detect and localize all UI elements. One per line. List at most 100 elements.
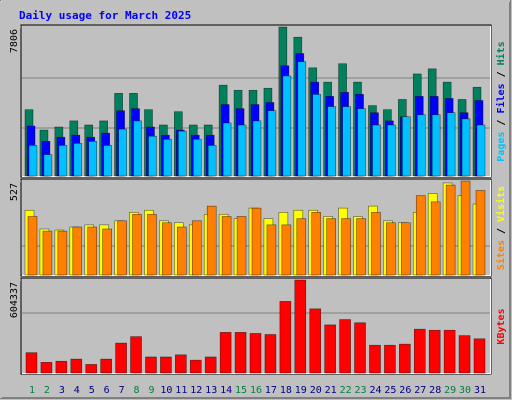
bar: [399, 343, 411, 374]
bar: [236, 216, 247, 276]
x-tick-label: 10: [160, 385, 172, 396]
x-tick-label: 15: [235, 385, 247, 396]
x-tick-label: 3: [59, 385, 65, 396]
bar: [402, 116, 411, 177]
bar: [148, 135, 157, 177]
legend: Sites / Visits: [495, 186, 507, 270]
chart-title: Daily usage for March 2025: [19, 9, 191, 22]
y-tick-label: 604337: [9, 282, 20, 318]
bar: [445, 184, 456, 276]
bar: [221, 216, 232, 276]
bar: [431, 114, 441, 177]
bar: [40, 362, 53, 374]
x-tick-label: 17: [265, 385, 277, 396]
bar: [178, 130, 187, 177]
bar: [297, 61, 307, 177]
bar: [461, 118, 471, 177]
legend-separator: /: [496, 114, 507, 132]
bar: [192, 138, 202, 177]
x-tick-label: 30: [459, 385, 471, 396]
bar: [72, 226, 83, 276]
bar: [204, 356, 217, 374]
x-tick-label: 5: [89, 385, 95, 396]
bar: [371, 212, 381, 276]
bar: [115, 342, 127, 374]
x-tick-label: 21: [325, 385, 337, 396]
bar: [234, 332, 247, 374]
x-tick-label: 25: [384, 385, 396, 396]
bar: [175, 354, 187, 374]
bar: [458, 335, 471, 374]
bar: [475, 190, 486, 276]
bar: [25, 352, 38, 374]
legend: KBytes: [496, 308, 507, 344]
x-tick-label: 20: [310, 385, 322, 396]
panels: 7806 Pages / Files / Hits 5 2 7 Sites / Visit…: [9, 24, 507, 396]
x-tick-label: 23: [355, 385, 367, 396]
bar: [130, 336, 142, 374]
x-tick-label: 28: [429, 385, 441, 396]
bar: [476, 124, 486, 177]
bar: [460, 180, 471, 276]
x-tick-label: 6: [104, 385, 110, 396]
bar: [117, 220, 127, 276]
x-tick-label: 9: [148, 385, 154, 396]
legend-entry: Hits: [495, 41, 507, 65]
bar: [294, 279, 307, 374]
bar: [357, 108, 366, 177]
x-tick-label: 8: [134, 385, 140, 396]
x-tick-label: 16: [250, 385, 262, 396]
bar: [162, 222, 172, 276]
bar: [147, 214, 157, 276]
bar: [312, 94, 322, 177]
bar: [416, 114, 426, 177]
bar: [70, 358, 83, 374]
x-tick-label: 12: [190, 385, 202, 396]
bar: [103, 145, 112, 177]
bar: [251, 207, 262, 276]
bar: [327, 106, 336, 177]
legend-entry: Sites: [495, 240, 507, 270]
bar: [73, 143, 83, 177]
x-tick-label: 2: [44, 385, 50, 396]
bar: [473, 338, 486, 374]
bar: [43, 154, 53, 177]
bar: [28, 145, 38, 177]
bar: [177, 226, 187, 276]
bar: [342, 106, 351, 177]
bar: [309, 308, 322, 374]
bar: [428, 329, 441, 374]
bar: [415, 195, 426, 276]
y-tick-label: 7806: [9, 29, 20, 53]
x-tick-label: 26: [399, 385, 411, 396]
bar: [100, 358, 112, 374]
x-tick-label: 24: [369, 385, 381, 396]
bar: [413, 328, 426, 374]
bar: [387, 124, 396, 177]
bar: [430, 201, 441, 276]
x-tick-label: 7: [119, 385, 125, 396]
x-tick-label: 18: [280, 385, 292, 396]
bar: [145, 356, 157, 374]
legend-entry: Visits: [495, 186, 507, 222]
bar: [369, 344, 381, 374]
legend: Pages / Files / Hits: [495, 41, 507, 161]
bar: [249, 333, 262, 374]
bar: [324, 324, 336, 374]
bar: [160, 356, 172, 374]
legend-separator: /: [496, 222, 507, 240]
x-tick-label: 13: [205, 385, 217, 396]
bar: [42, 230, 53, 276]
bar: [267, 110, 277, 177]
bar: [282, 75, 292, 177]
x-tick-label: 31: [474, 385, 486, 396]
bar: [354, 322, 366, 374]
bar: [85, 364, 98, 374]
bar: [132, 214, 142, 276]
bar: [207, 145, 217, 177]
bar: [133, 120, 142, 177]
x-tick-label: 11: [175, 385, 187, 396]
bar: [222, 122, 232, 177]
